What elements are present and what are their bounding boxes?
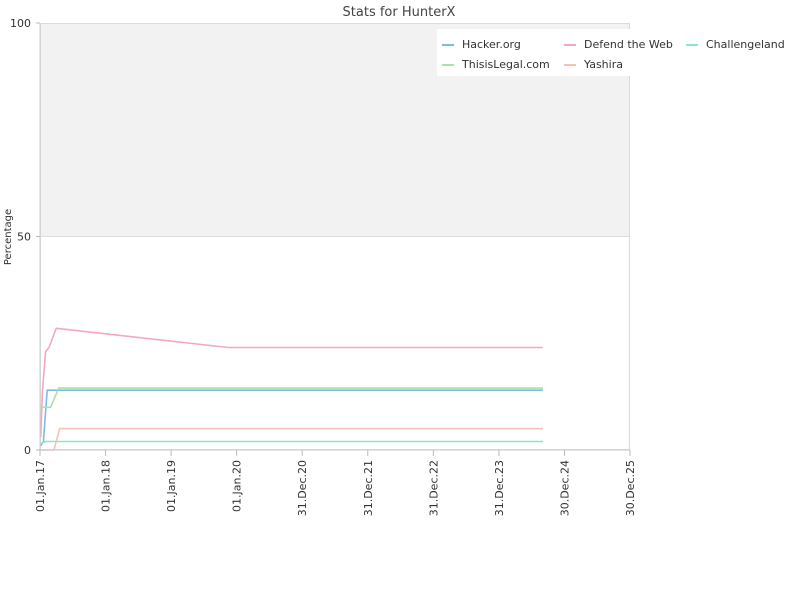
x-tick-label: 01.Jan.18	[100, 460, 113, 512]
x-tick-label: 31.Dec.22	[427, 460, 440, 516]
x-tick-label: 31.Dec.20	[296, 460, 309, 516]
chart-title: Stats for HunterX	[343, 5, 456, 20]
x-tick-label: 31.Dec.23	[493, 460, 506, 516]
series-line-defend-the-web	[39, 327, 543, 438]
x-tick-label: 01.Jan.17	[34, 460, 47, 512]
legend-label-hacker-org: Hacker.org	[462, 38, 521, 51]
series-layer	[39, 327, 543, 451]
legend-label-yashira: Yashira	[583, 58, 623, 71]
legend-background	[437, 29, 635, 76]
series-line-thisislegal-com	[40, 387, 543, 409]
x-axis: 01.Jan.17 01.Jan.18 01.Jan.19 01.Jan.20 31.D…	[34, 449, 637, 516]
x-tick-label: 30.Dec.25	[624, 460, 637, 516]
x-tick-label: 01.Jan.19	[165, 460, 178, 512]
legend-label-thisislegal-com: ThisisLegal.com	[461, 58, 550, 71]
y-axis-label: Percentage	[3, 209, 14, 265]
y-axis: 0 50 100	[10, 17, 41, 457]
y-tick-label: 50	[17, 231, 31, 244]
plot-background	[40, 23, 630, 450]
legend[interactable]: Hacker.org Defend the Web Challengeland Thi…	[437, 29, 785, 76]
y-tick-label: 100	[10, 17, 31, 30]
legend-label-challengeland: Challengeland	[706, 38, 785, 51]
y-tick-label: 0	[24, 444, 31, 457]
series-line-challengeland	[40, 440, 543, 445]
x-tick-label: 01.Jan.20	[231, 460, 244, 512]
series-line-hacker-org	[40, 389, 543, 447]
x-tick-label: 30.Dec.24	[558, 460, 571, 516]
series-line-yashira	[40, 427, 543, 451]
legend-label-defend-the-web: Defend the Web	[584, 38, 673, 51]
x-tick-label: 31.Dec.21	[362, 460, 375, 516]
